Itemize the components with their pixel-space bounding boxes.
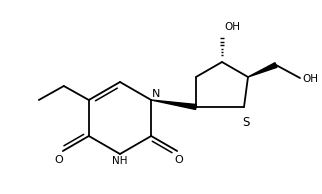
Text: O: O <box>175 155 184 165</box>
Text: NH: NH <box>112 156 128 166</box>
Text: S: S <box>242 116 250 129</box>
Polygon shape <box>248 63 277 77</box>
Text: OH: OH <box>302 74 318 84</box>
Text: N: N <box>152 89 161 99</box>
Text: OH: OH <box>224 22 240 32</box>
Text: O: O <box>54 155 63 165</box>
Polygon shape <box>151 100 196 109</box>
